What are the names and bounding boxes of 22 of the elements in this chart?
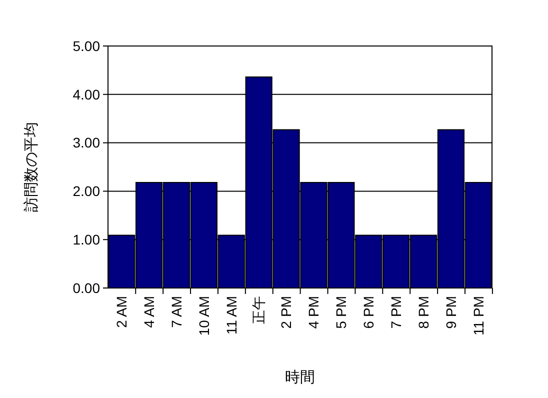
x-tick-label: 2 PM bbox=[278, 296, 294, 329]
x-tick-label: 4 PM bbox=[306, 296, 322, 329]
x-tick-label: 8 PM bbox=[415, 296, 432, 329]
x-tick-label: 10 AM bbox=[196, 296, 212, 336]
y-tick-label: 0.00 bbox=[72, 280, 100, 296]
y-tick-label: 3.00 bbox=[72, 134, 100, 151]
x-tick-label: 5 PM bbox=[333, 296, 350, 329]
x-axis-title: 時間 bbox=[285, 369, 315, 386]
y-tick-label: 4.00 bbox=[72, 86, 100, 102]
y-tick-label: 1.00 bbox=[72, 232, 100, 248]
x-tick-label: 4 AM bbox=[140, 296, 157, 328]
x-tick-label: 6 PM bbox=[360, 296, 377, 329]
x-tick-label: 7 PM bbox=[388, 296, 404, 329]
x-tick-label: 7 AM bbox=[168, 296, 184, 328]
x-tick-label: 9 PM bbox=[442, 296, 459, 329]
y-axis-title: 訪問数の平均 bbox=[23, 122, 40, 212]
x-tick-label: 11 AM bbox=[223, 296, 240, 335]
y-tick-label: 2.00 bbox=[72, 183, 100, 200]
x-tick-label: 正午 bbox=[250, 296, 267, 324]
x-tick-label: 2 AM bbox=[113, 296, 130, 328]
x-tick-label: 11 PM bbox=[470, 296, 486, 336]
y-tick-label: 5.00 bbox=[72, 38, 100, 54]
